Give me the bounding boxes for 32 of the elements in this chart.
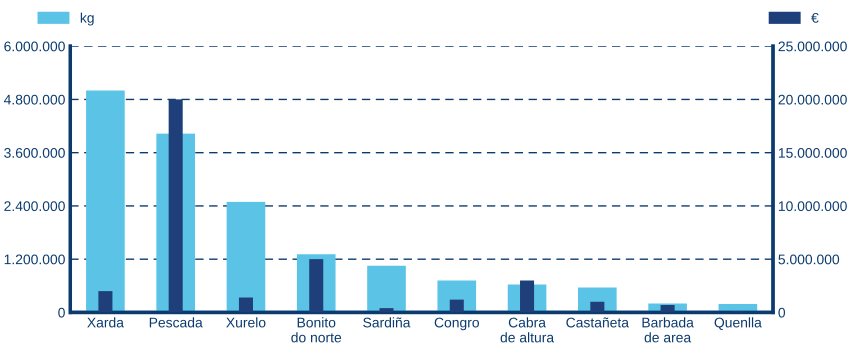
bar [238, 297, 253, 312]
y-tick-label: 4.800.000 [4, 94, 65, 105]
y-tick-label: 1.200.000 [4, 254, 65, 264]
bar [590, 302, 604, 312]
legend-label: € [811, 12, 819, 23]
legend-label: kg [80, 12, 94, 26]
y2-tick-label: 15.000.000 [778, 148, 847, 158]
bar [98, 291, 112, 312]
y2-tick-label: 20.000.000 [778, 94, 847, 105]
bar [226, 202, 266, 312]
y2-tick-label: 0 [778, 308, 786, 318]
x-tick-label: Xarda [87, 317, 124, 328]
y2-tick-label: 25.000.000 [778, 41, 847, 52]
x-tick-label: Cabra de altura [500, 317, 554, 342]
y-tick-label: 3.600.000 [4, 148, 65, 158]
x-tick-label: Xurelo [226, 317, 266, 328]
x-tick-label: Congro [434, 318, 479, 330]
x-tick-label: Sardiña [363, 317, 410, 328]
bar [86, 90, 125, 312]
bar [367, 266, 406, 312]
x-tick-label: Barbada de area [642, 317, 694, 342]
x-tick-label: Pescada [150, 317, 203, 328]
x-tick-label: Quenlla [714, 317, 762, 330]
bar [450, 300, 464, 312]
x-tick-label: Bonito do norte [291, 317, 342, 342]
bar [379, 308, 394, 312]
y2-tick-label: 10.000.000 [778, 201, 847, 212]
y2-tick-label: 5.000.000 [778, 254, 840, 264]
y-tick-label: 2.400.000 [4, 201, 65, 212]
y-tick-label: 0 [58, 308, 65, 318]
x-tick-label: Castañeta [566, 317, 629, 328]
y-tick-label: 6.000.000 [4, 41, 65, 52]
